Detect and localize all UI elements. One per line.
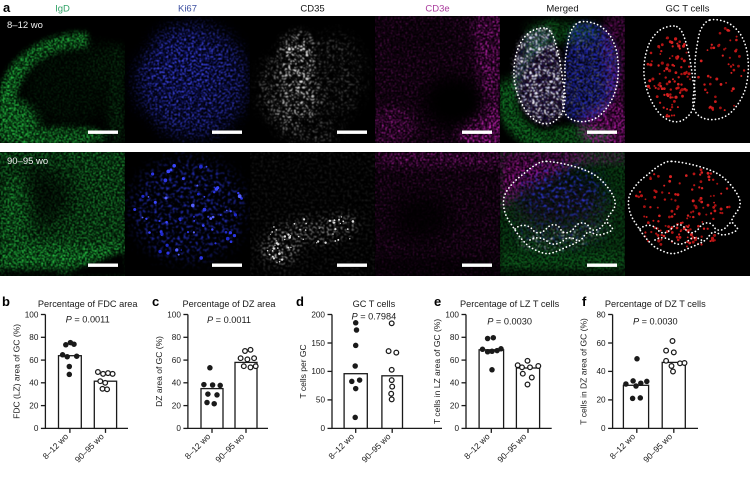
svg-text:60: 60 — [29, 356, 39, 365]
svg-text:FDC (LZ) area of GC (%): FDC (LZ) area of GC (%) — [11, 324, 21, 419]
svg-text:P = 0.0030: P = 0.0030 — [487, 317, 532, 327]
svg-text:Ki67: Ki67 — [178, 4, 197, 15]
svg-text:80: 80 — [450, 333, 460, 342]
svg-text:20: 20 — [172, 401, 182, 410]
svg-text:Percentage of DZ area: Percentage of DZ area — [183, 299, 277, 309]
svg-text:100: 100 — [311, 367, 325, 376]
svg-text:T cells in LZ area of GC (%): T cells in LZ area of GC (%) — [432, 319, 442, 424]
svg-text:CD3e: CD3e — [425, 4, 449, 15]
svg-text:c: c — [152, 294, 159, 309]
svg-text:90–95 wo: 90–95 wo — [7, 156, 48, 167]
svg-text:40: 40 — [596, 367, 606, 376]
svg-text:d: d — [296, 294, 304, 309]
svg-text:60: 60 — [596, 339, 606, 348]
svg-text:0: 0 — [454, 424, 459, 433]
svg-text:Percentage of LZ T cells: Percentage of LZ T cells — [460, 299, 560, 309]
svg-text:0: 0 — [176, 424, 181, 433]
svg-text:0: 0 — [34, 424, 39, 433]
svg-text:T cells per GC: T cells per GC — [298, 344, 308, 398]
svg-text:40: 40 — [450, 379, 460, 388]
svg-text:CD35: CD35 — [300, 4, 324, 15]
svg-text:T cells in DZ area of GC (%): T cells in DZ area of GC (%) — [579, 318, 589, 425]
svg-text:20: 20 — [450, 401, 460, 410]
svg-text:P = 0.0011: P = 0.0011 — [66, 315, 110, 325]
svg-text:P = 0.7984: P = 0.7984 — [352, 312, 397, 322]
svg-text:GC T cells: GC T cells — [353, 299, 396, 309]
svg-text:50: 50 — [316, 396, 326, 405]
svg-text:60: 60 — [450, 356, 460, 365]
svg-text:100: 100 — [445, 310, 459, 319]
svg-text:200: 200 — [311, 310, 325, 319]
svg-text:150: 150 — [311, 339, 325, 348]
svg-text:IgD: IgD — [55, 4, 70, 15]
svg-text:f: f — [582, 294, 587, 309]
svg-text:0: 0 — [320, 424, 325, 433]
svg-text:80: 80 — [172, 333, 182, 342]
svg-text:0: 0 — [601, 424, 606, 433]
svg-text:8–12 wo: 8–12 wo — [7, 20, 43, 31]
svg-text:60: 60 — [172, 356, 182, 365]
svg-text:P = 0.0030: P = 0.0030 — [633, 317, 678, 327]
svg-text:20: 20 — [596, 396, 606, 405]
svg-text:Merged: Merged — [546, 4, 578, 15]
svg-text:80: 80 — [596, 310, 606, 319]
svg-text:100: 100 — [167, 310, 181, 319]
svg-text:P = 0.0011: P = 0.0011 — [207, 315, 251, 325]
svg-text:100: 100 — [25, 310, 39, 319]
svg-text:Percentage of FDC area: Percentage of FDC area — [38, 299, 138, 309]
svg-text:Percentage of DZ T cells: Percentage of DZ T cells — [605, 299, 706, 309]
svg-text:40: 40 — [29, 379, 39, 388]
svg-text:20: 20 — [29, 401, 39, 410]
svg-text:DZ area of GC (%): DZ area of GC (%) — [154, 336, 164, 407]
svg-text:b: b — [2, 294, 10, 309]
svg-text:e: e — [434, 294, 441, 309]
svg-text:GC T cells: GC T cells — [666, 4, 710, 15]
svg-text:80: 80 — [29, 333, 39, 342]
svg-text:a: a — [3, 0, 11, 15]
svg-text:40: 40 — [172, 379, 182, 388]
